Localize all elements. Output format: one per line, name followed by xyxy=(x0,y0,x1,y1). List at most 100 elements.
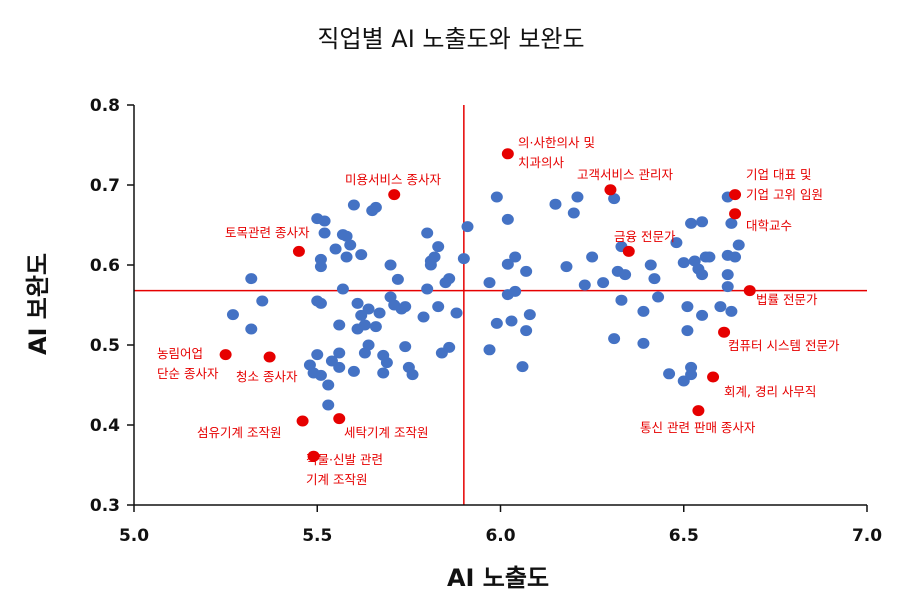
data-point xyxy=(384,259,397,271)
data-point xyxy=(336,283,349,295)
highlighted-point xyxy=(707,371,720,383)
point-annotation-label: 대학교수 xyxy=(746,218,792,233)
highlighted-point xyxy=(501,148,514,160)
data-point xyxy=(432,241,445,253)
data-point xyxy=(501,213,514,225)
data-point xyxy=(549,198,562,210)
data-point xyxy=(443,341,456,353)
data-point xyxy=(373,307,386,319)
highlighted-point xyxy=(388,189,401,201)
data-point xyxy=(490,191,503,203)
data-point xyxy=(256,295,269,307)
data-point xyxy=(703,251,716,263)
point-annotation-label: 의·사한의사 및 xyxy=(518,135,595,150)
data-points xyxy=(219,148,756,462)
data-point xyxy=(644,259,657,271)
point-annotation-label: 고객서비스 관리자 xyxy=(577,167,673,182)
data-point xyxy=(721,281,734,293)
data-point xyxy=(333,361,346,373)
data-point xyxy=(333,319,346,331)
data-point xyxy=(355,249,368,261)
point-annotation-label: 기업 고위 임원 xyxy=(746,187,823,202)
data-point xyxy=(637,337,650,349)
x-tick-label: 5.5 xyxy=(302,526,332,546)
data-point xyxy=(483,277,496,289)
data-point xyxy=(509,251,522,263)
data-point xyxy=(509,285,522,297)
highlighted-point xyxy=(622,245,635,257)
data-point xyxy=(696,216,709,228)
point-annotation-label: 법률 전문가 xyxy=(756,292,818,307)
x-tick-label: 5.0 xyxy=(119,526,149,546)
y-axis-label: AI 보완도 xyxy=(24,253,52,355)
data-point xyxy=(421,227,434,239)
y-tick-label: 0.7 xyxy=(90,176,120,196)
point-annotation-label: 세탁기계 조작원 xyxy=(344,425,428,440)
data-point xyxy=(685,369,698,381)
data-point xyxy=(615,294,628,306)
point-annotation-label: 농림어업 xyxy=(157,346,203,361)
y-tick-label: 0.4 xyxy=(90,416,120,436)
data-point xyxy=(333,347,346,359)
data-point xyxy=(358,319,371,331)
data-point xyxy=(560,261,573,273)
y-tick-label: 0.5 xyxy=(90,336,120,356)
data-point xyxy=(483,344,496,356)
data-point xyxy=(578,279,591,291)
data-point xyxy=(516,361,529,373)
data-point xyxy=(322,379,335,391)
data-point xyxy=(586,251,599,263)
point-annotation-label: 섬유기계 조작원 xyxy=(197,425,281,440)
chart-title: 직업별 AI 노출도와 보완도 xyxy=(317,25,584,53)
data-point xyxy=(340,251,353,263)
data-point xyxy=(318,215,331,227)
x-axis-label: AI 노출도 xyxy=(447,564,549,592)
data-point xyxy=(637,305,650,317)
y-tick-label: 0.8 xyxy=(90,96,120,116)
data-point xyxy=(670,237,683,249)
data-point xyxy=(725,305,738,317)
data-point xyxy=(663,368,676,380)
highlighted-point xyxy=(718,326,731,338)
data-point xyxy=(729,251,742,263)
data-point xyxy=(523,309,536,321)
data-point xyxy=(648,273,661,285)
data-point xyxy=(245,273,258,285)
data-point xyxy=(520,325,533,337)
point-annotation-label: 직물·신발 관련 xyxy=(306,452,383,467)
data-point xyxy=(450,307,463,319)
point-annotation-label: 기업 대표 및 xyxy=(746,167,811,182)
x-tick-label: 7.0 xyxy=(852,526,882,546)
data-point xyxy=(340,230,353,242)
data-point xyxy=(369,201,382,213)
data-point xyxy=(461,221,474,233)
highlighted-point xyxy=(263,351,276,363)
highlighted-point xyxy=(296,415,309,427)
data-point xyxy=(245,323,258,335)
data-point xyxy=(696,269,709,281)
data-point xyxy=(314,369,327,381)
data-point xyxy=(432,301,445,313)
data-point xyxy=(714,301,727,313)
data-point xyxy=(652,291,665,303)
data-point xyxy=(362,339,375,351)
data-point xyxy=(696,309,709,321)
point-annotation-label: 치과의사 xyxy=(518,155,565,170)
data-point xyxy=(597,277,610,289)
highlighted-point xyxy=(692,405,705,417)
data-point xyxy=(314,261,327,273)
highlighted-point xyxy=(292,245,305,257)
data-point xyxy=(362,303,375,315)
data-point xyxy=(311,349,324,361)
data-point xyxy=(318,227,331,239)
data-point xyxy=(457,253,470,265)
point-annotation-label: 청소 종사자 xyxy=(236,369,298,384)
point-annotation-label: 미용서비스 종사자 xyxy=(345,172,441,187)
data-point xyxy=(380,357,393,369)
data-point xyxy=(681,325,694,337)
data-point xyxy=(314,297,327,309)
data-point xyxy=(399,301,412,313)
data-point xyxy=(421,283,434,295)
highlighted-point xyxy=(729,189,742,201)
